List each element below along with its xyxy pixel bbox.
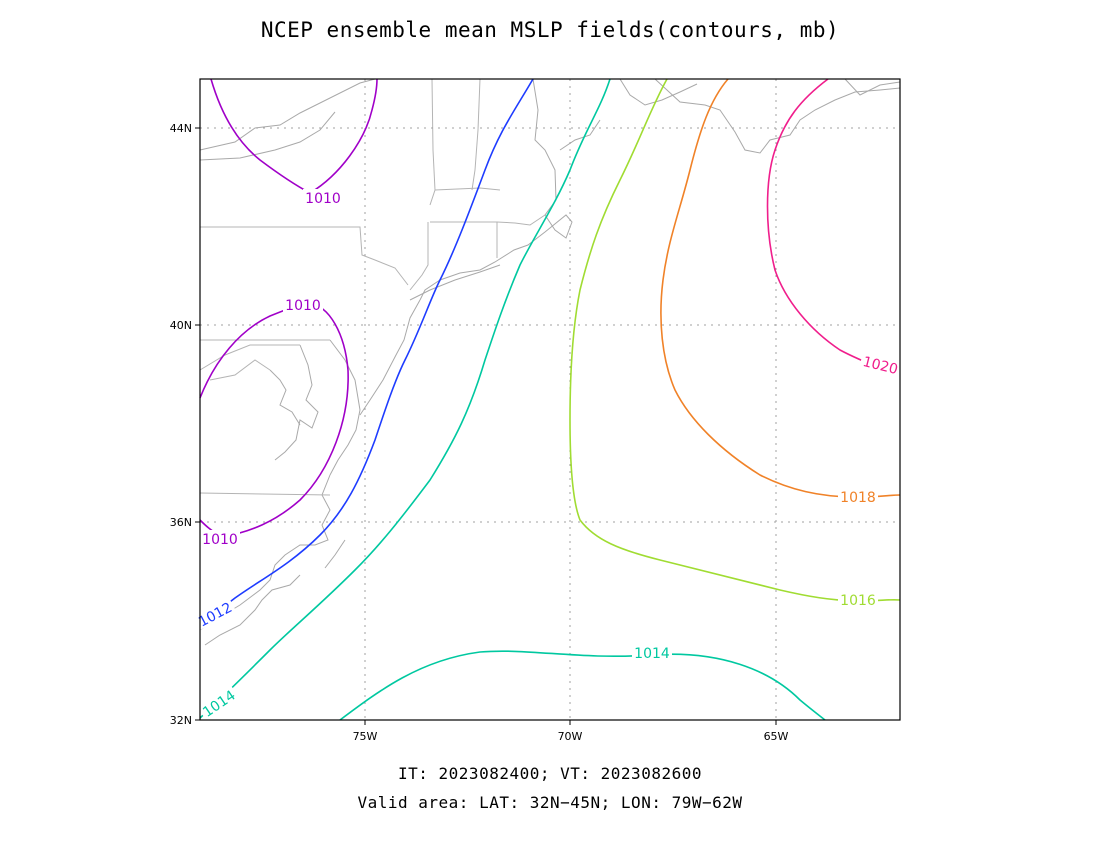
isobar-label-bg [197, 684, 240, 721]
lat-tick-label: 36N [170, 516, 192, 529]
coast-chesapeake [274, 344, 319, 461]
lon-tick-label: 75W [353, 730, 378, 743]
coast-cape-cod [559, 119, 601, 151]
isobar-label-bg [632, 644, 672, 660]
isobar-label-bg [193, 596, 237, 630]
coast-new-england [419, 78, 573, 301]
coast-nc [199, 474, 331, 631]
isobar-label-bg [200, 530, 240, 546]
isobar-label-1014: 1014 [634, 646, 670, 662]
border-va [209, 359, 271, 381]
isobar-1014 [199, 78, 611, 719]
lat-tick-label: 40N [170, 319, 192, 332]
isobar-1016 [569, 78, 901, 602]
border-north [434, 187, 501, 191]
coast-outer-banks [324, 539, 346, 569]
coast-chesapeake-inner [269, 369, 301, 426]
axes: 32N 36N 40N 44N 75W 70W 65W [170, 122, 789, 743]
footer-area: Valid area: LAT: 32N−45N; LON: 79W−62W [357, 793, 743, 812]
isobar-1010 [199, 302, 349, 538]
isobar-label-1010: 1010 [202, 532, 238, 548]
lon-tick-label: 65W [764, 730, 789, 743]
isobar-label-bg [283, 296, 323, 312]
isobar-label-1010: 1010 [305, 191, 341, 207]
isobar-label-bg [838, 591, 878, 607]
border-ny-ct [409, 222, 429, 291]
border-va-nc [199, 492, 331, 496]
footer-times: IT: 2023082400; VT: 2023082600 [398, 764, 702, 783]
map-title: NCEP ensemble mean MSLP fields(contours,… [260, 18, 840, 42]
isobar-1012 [199, 78, 534, 623]
coast-nj [359, 299, 421, 416]
isobar-label-1010: 1010 [285, 298, 321, 314]
coast-canada-west [199, 111, 336, 161]
isobar-label-bg [859, 351, 903, 377]
coast-maine-top [199, 78, 376, 151]
gridlines [200, 79, 900, 720]
lon-tick-label: 70W [558, 730, 583, 743]
isobar-1014 [339, 650, 826, 721]
lat-tick-label: 44N [170, 122, 192, 135]
border-vt-nh [429, 78, 436, 206]
isobar-label-1020: 1020 [861, 354, 899, 378]
isobar-1018 [660, 78, 901, 498]
isobar-label-bg [303, 189, 343, 205]
lat-tick-label: 32N [170, 714, 192, 727]
border-nh-me [471, 78, 481, 191]
border-ma [430, 214, 546, 226]
isobar-1020 [766, 78, 881, 369]
coast-long-island [409, 264, 501, 301]
coast-carolina-inner [204, 574, 301, 646]
isobar-label-1018: 1018 [840, 490, 876, 506]
isobar-label-bg [838, 488, 878, 504]
border-ny-pa [200, 226, 409, 286]
coast-gulf [619, 78, 698, 106]
border-wv [199, 344, 300, 371]
isobar-1010 [210, 78, 378, 194]
map-frame [199, 78, 901, 721]
coastlines [199, 78, 901, 646]
coast-newfoundland [844, 78, 901, 96]
state-borders [199, 78, 546, 496]
isobar-label-1016: 1016 [840, 593, 876, 609]
